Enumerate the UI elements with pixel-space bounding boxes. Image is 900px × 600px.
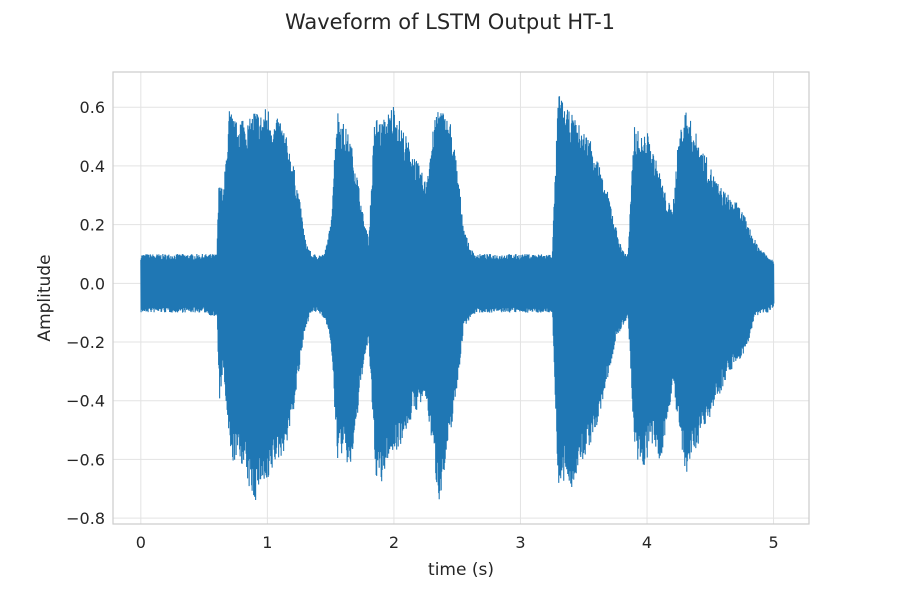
y-tick-label: −0.8 <box>66 509 105 528</box>
x-tick-label: 1 <box>262 533 272 552</box>
y-tick-label: −0.2 <box>66 333 105 352</box>
series-layer <box>140 96 775 501</box>
y-tick-label: 0.0 <box>80 274 105 293</box>
x-tick-label: 2 <box>389 533 399 552</box>
y-tick-label: −0.4 <box>66 392 105 411</box>
chart-title: Waveform of LSTM Output HT-1 <box>285 10 615 34</box>
x-ticks: 0 1 2 3 4 5 <box>136 533 779 552</box>
y-ticks: 0.6 0.4 0.2 0.0 −0.2 −0.4 −0.6 −0.8 <box>66 98 105 528</box>
plot-frame <box>112 71 810 525</box>
y-tick-label: 0.4 <box>80 157 105 176</box>
x-tick-label: 3 <box>515 533 525 552</box>
y-tick-label: 0.6 <box>80 98 105 117</box>
x-axis-label: time (s) <box>428 560 494 580</box>
y-tick-label: 0.2 <box>80 216 105 235</box>
waveform-line <box>140 96 775 501</box>
x-tick-label: 4 <box>642 533 652 552</box>
x-tick-label: 0 <box>136 533 146 552</box>
y-tick-label: −0.6 <box>66 450 105 469</box>
y-axis-label: Amplitude <box>35 254 55 341</box>
x-tick-label: 5 <box>768 533 778 552</box>
